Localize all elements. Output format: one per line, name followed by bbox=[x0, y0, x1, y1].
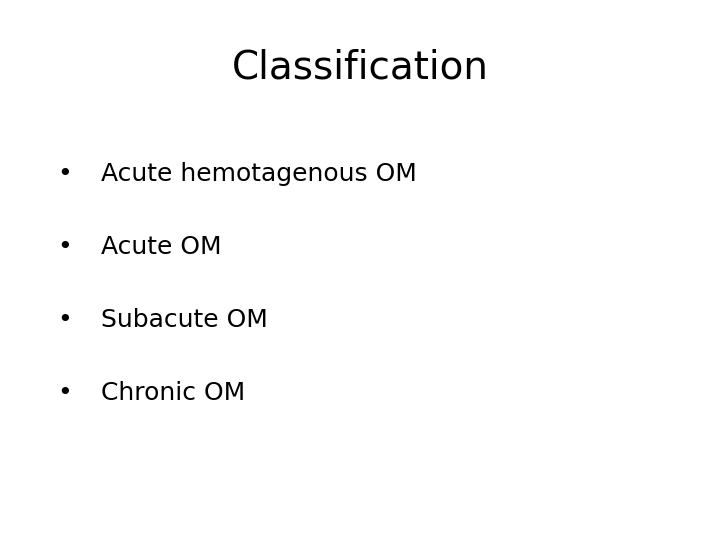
Text: Acute hemotagenous OM: Acute hemotagenous OM bbox=[101, 162, 417, 186]
Text: Subacute OM: Subacute OM bbox=[101, 308, 268, 332]
Text: •: • bbox=[58, 308, 72, 332]
Text: •: • bbox=[58, 162, 72, 186]
Text: Classification: Classification bbox=[232, 49, 488, 86]
Text: Chronic OM: Chronic OM bbox=[101, 381, 245, 404]
Text: •: • bbox=[58, 235, 72, 259]
Text: Acute OM: Acute OM bbox=[101, 235, 222, 259]
Text: •: • bbox=[58, 381, 72, 404]
